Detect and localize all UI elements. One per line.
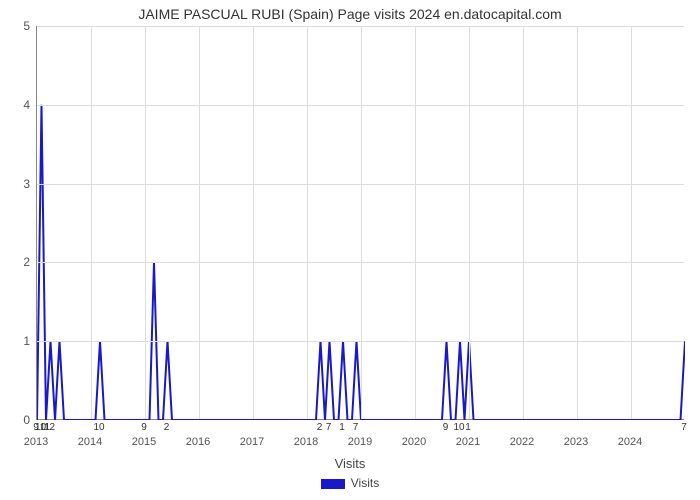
value-label: 7	[353, 422, 359, 433]
value-label: 9	[141, 422, 147, 433]
x-year-label: 2024	[618, 436, 642, 448]
grid-line-v	[199, 26, 200, 419]
grid-line-v	[577, 26, 578, 419]
x-year-label: 2014	[78, 436, 102, 448]
y-tick-label: 4	[12, 98, 30, 112]
x-year-label: 2022	[510, 436, 534, 448]
value-label: 9	[443, 422, 449, 433]
y-tick-label: 1	[12, 334, 30, 348]
x-year-label: 2020	[402, 436, 426, 448]
grid-line-v	[307, 26, 308, 419]
y-tick-label: 2	[12, 255, 30, 269]
x-year-label: 2017	[240, 436, 264, 448]
plot-area	[36, 26, 684, 420]
x-year-label: 2021	[456, 436, 480, 448]
value-label: 1	[465, 422, 471, 433]
chart-container: JAIME PASCUAL RUBI (Spain) Page visits 2…	[0, 0, 700, 500]
grid-line-v	[91, 26, 92, 419]
y-tick-label: 0	[12, 413, 30, 427]
value-label: 2	[317, 422, 323, 433]
chart-title: JAIME PASCUAL RUBI (Spain) Page visits 2…	[0, 6, 700, 22]
x-year-label: 2019	[348, 436, 372, 448]
x-axis-label: Visits	[0, 456, 700, 471]
legend-text: Visits	[351, 476, 379, 490]
grid-line-v	[523, 26, 524, 419]
value-label: 2	[164, 422, 170, 433]
y-tick-label: 3	[12, 177, 30, 191]
grid-line-v	[469, 26, 470, 419]
x-year-label: 2015	[132, 436, 156, 448]
x-year-label: 2013	[24, 436, 48, 448]
value-label: 1	[339, 422, 345, 433]
value-label: 12	[44, 422, 55, 433]
grid-line-v	[361, 26, 362, 419]
x-year-label: 2016	[186, 436, 210, 448]
grid-line-v	[631, 26, 632, 419]
grid-line-v	[253, 26, 254, 419]
legend: Visits	[0, 476, 700, 490]
x-year-label: 2023	[564, 436, 588, 448]
value-label: 7	[681, 422, 687, 433]
value-label: 10	[453, 422, 464, 433]
y-tick-label: 5	[12, 19, 30, 33]
grid-line-v	[145, 26, 146, 419]
value-label: 7	[326, 422, 332, 433]
value-label: 10	[93, 422, 104, 433]
x-year-label: 2018	[294, 436, 318, 448]
grid-line-v	[415, 26, 416, 419]
legend-swatch	[321, 479, 345, 489]
